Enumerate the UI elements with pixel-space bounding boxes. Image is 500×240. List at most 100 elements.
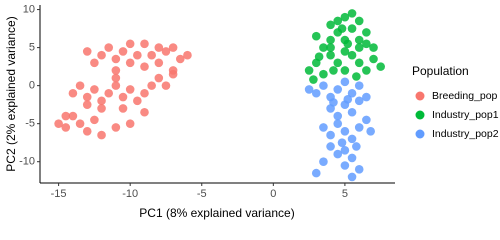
point [68, 111, 78, 121]
point [309, 75, 318, 84]
point [125, 85, 135, 94]
point [340, 47, 350, 56]
point [326, 142, 335, 151]
point [347, 9, 357, 18]
point [175, 54, 185, 64]
point [352, 142, 361, 151]
point [347, 50, 357, 60]
point [140, 62, 149, 71]
point [376, 62, 385, 71]
y-tick-label: 10 [23, 3, 35, 15]
point [354, 123, 364, 132]
point [97, 96, 106, 106]
point [347, 107, 357, 117]
point [314, 52, 324, 62]
x-axis-title: PC1 (8% explained variance) [139, 206, 294, 220]
point [347, 88, 357, 98]
point [54, 119, 63, 128]
x-tick-label: -10 [122, 188, 138, 200]
point [333, 58, 343, 68]
point [111, 123, 121, 132]
point [319, 157, 328, 167]
point [347, 172, 357, 182]
point [343, 39, 353, 49]
point [125, 119, 135, 128]
point [111, 66, 121, 75]
point [354, 58, 364, 68]
point [147, 81, 156, 90]
point [340, 126, 350, 136]
point [354, 16, 364, 26]
legend-marker [415, 129, 425, 139]
point [354, 165, 364, 174]
point [311, 31, 321, 41]
legend-label: Industry_pop1 [432, 109, 499, 121]
y-tick-label: -10 [19, 156, 35, 168]
chart: PC1 (8% explained variance) PC2 (2% expl… [4, 3, 499, 220]
point [161, 47, 171, 56]
point [75, 81, 85, 90]
point [304, 85, 314, 94]
point [161, 81, 171, 90]
point [337, 24, 347, 33]
point [154, 43, 164, 52]
point [343, 95, 353, 104]
point [362, 39, 371, 49]
point [333, 16, 343, 26]
point [104, 43, 114, 52]
point [366, 126, 375, 136]
y-tick-label: 5 [29, 42, 35, 54]
point [140, 39, 149, 49]
point [319, 81, 328, 90]
point [354, 35, 364, 45]
point [125, 58, 135, 68]
point [340, 145, 350, 155]
point [104, 88, 114, 98]
point [369, 54, 378, 64]
legend-label: Breeding_pop [432, 90, 498, 102]
point [319, 69, 328, 79]
point [340, 161, 350, 170]
point [118, 47, 128, 56]
point [90, 58, 99, 68]
y-tick-label: 0 [29, 80, 35, 92]
point [369, 43, 378, 52]
point [354, 43, 364, 52]
legend-marker [415, 110, 425, 120]
y-axis-title: PC2 (2% explained variance) [4, 16, 18, 171]
x-tick-label: 0 [270, 188, 276, 200]
point [362, 28, 371, 37]
point [362, 115, 371, 125]
point [347, 134, 357, 144]
point [168, 69, 178, 79]
point [340, 77, 350, 87]
legend-title: Population [412, 64, 469, 78]
point [111, 81, 121, 90]
point [97, 130, 106, 140]
point [61, 123, 71, 132]
point [82, 126, 92, 136]
point [168, 43, 178, 52]
point [326, 130, 335, 140]
point [82, 100, 92, 109]
point [111, 73, 121, 83]
point [354, 96, 364, 106]
x-tick-label: -15 [51, 188, 67, 200]
point [354, 81, 364, 90]
point [319, 123, 328, 132]
point [140, 88, 149, 98]
point [304, 66, 314, 75]
point [68, 88, 78, 98]
point [311, 88, 321, 98]
point [337, 138, 347, 147]
point [90, 115, 99, 125]
point [154, 58, 164, 68]
point [333, 149, 343, 159]
x-tick-label: 5 [342, 188, 348, 200]
point [362, 66, 371, 75]
y-tick-label: -5 [25, 118, 35, 130]
point [347, 24, 357, 33]
point [326, 50, 335, 60]
point [75, 119, 85, 128]
point [61, 111, 71, 121]
